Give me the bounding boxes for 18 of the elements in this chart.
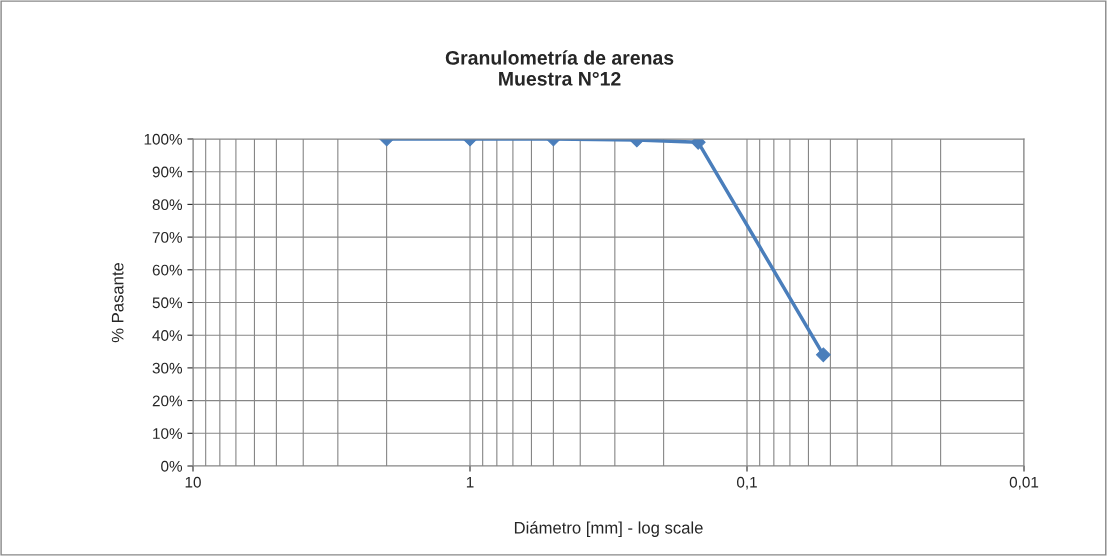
y-tick-label: 10%	[153, 428, 183, 439]
y-tick-label: 40%	[152, 330, 183, 341]
y-tick-label: 90%	[152, 166, 183, 178]
y-tick-label: 60%	[152, 264, 183, 276]
chart-title: Granulometría de arenas Muestra N°12	[445, 50, 674, 86]
y-tick-label: 20%	[152, 395, 183, 407]
y-tick-label: 0%	[161, 460, 183, 472]
x-tick-label: 1	[466, 476, 474, 488]
y-tick-label: 70%	[152, 231, 183, 243]
x-axis-title: Diámetro [mm] - log scale	[514, 521, 703, 537]
y-axis-title: % Pasante	[111, 262, 124, 343]
x-tick-label: 0,01	[1009, 476, 1039, 490]
y-tick-label: 80%	[152, 199, 183, 211]
x-tick-label: 0,1	[736, 476, 757, 490]
y-tick-label: 100%	[144, 133, 183, 145]
y-tick-label: 30%	[152, 362, 183, 374]
x-tick-label: 10	[185, 476, 201, 488]
y-tick-label: 50%	[152, 297, 183, 309]
